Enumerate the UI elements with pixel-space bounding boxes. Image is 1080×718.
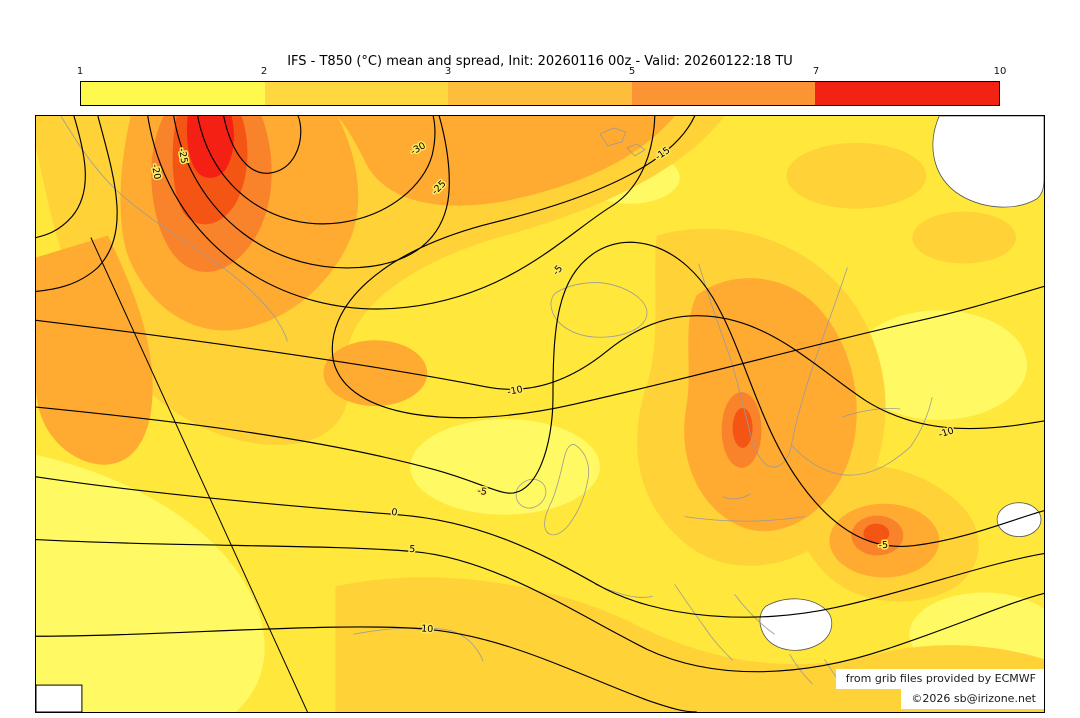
norway-coast <box>698 263 848 468</box>
greenland-coast <box>60 116 288 342</box>
colorbar-bar <box>80 81 1000 106</box>
contour-label: 5 <box>409 544 416 555</box>
contour-line-minus15-west <box>36 116 118 292</box>
contour-line-10 <box>36 626 697 712</box>
colorbar-tick-2: 2 <box>260 66 268 77</box>
map-domain-edge-line <box>90 237 308 712</box>
contour-line-minus20 <box>147 116 656 310</box>
britain-coast <box>544 444 590 536</box>
spread-colorbar: 1 2 3 5 7 10 <box>76 66 1007 110</box>
colorbar-segment-5 <box>815 82 999 105</box>
contour-label: -5 <box>477 486 488 498</box>
contour-line-minus5 <box>36 241 1044 547</box>
iberia-coast <box>353 627 484 662</box>
ireland-coast <box>515 478 547 509</box>
contour-label: 10 <box>421 623 434 635</box>
contour-label: 0 <box>391 507 399 519</box>
credit-ecmwf: from grib files provided by ECMWF <box>835 669 1044 689</box>
contour-line-minus15 <box>331 116 1044 419</box>
colorbar-segment-4 <box>631 82 816 105</box>
weather-map: -30 -25 -25 -20 -15 -5 -10 -5 0 5 10 -5 -10 from gri… <box>35 115 1045 713</box>
spread-fill-layer <box>36 116 1044 712</box>
credit-copyright: ©2026 sb@irizone.net <box>901 689 1044 709</box>
contour-label: -20 <box>149 163 163 180</box>
contour-label: -10 <box>506 384 523 398</box>
north-sea-coast <box>684 493 805 522</box>
contour-line-5 <box>36 539 1044 673</box>
contour-line-minus10-west <box>36 116 86 239</box>
contour-line-0 <box>36 476 1044 618</box>
colorbar-ticks: 1 2 3 5 7 10 <box>76 66 1007 81</box>
contour-line-minus30 <box>197 116 436 225</box>
page-title: IFS - T850 (°C) mean and spread, Init: 2… <box>287 54 793 69</box>
colorbar-tick-7: 7 <box>812 66 820 77</box>
svalbard-coast <box>599 127 646 157</box>
colorbar-segment-1 <box>81 82 265 105</box>
coastline-layer <box>60 116 933 689</box>
contour-line <box>223 116 302 174</box>
iceland-coast <box>550 282 648 338</box>
colorbar-segment-3 <box>448 82 632 105</box>
colorbar-tick-3: 3 <box>444 66 452 77</box>
colorbar-segment-2 <box>264 82 449 105</box>
contour-layer <box>36 116 1044 712</box>
mediterranean-coast <box>594 584 845 689</box>
colorbar-tick-10: 10 <box>993 66 1007 77</box>
colorbar-tick-5: 5 <box>628 66 636 77</box>
contour-label: -5 <box>878 540 888 552</box>
contour-line-minus10 <box>36 315 1044 430</box>
contour-label: -25 <box>176 147 190 164</box>
colorbar-tick-1: 1 <box>76 66 84 77</box>
contour-line-minus25 <box>173 116 450 269</box>
